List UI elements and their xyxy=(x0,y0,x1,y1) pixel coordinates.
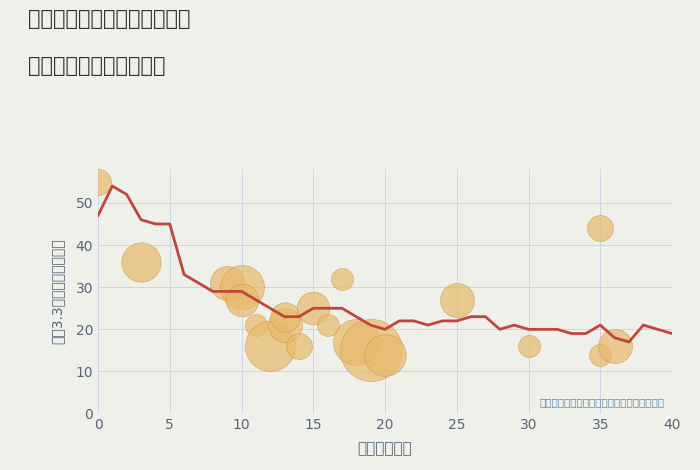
Point xyxy=(595,351,606,358)
Text: 千葉県山武郡横芝光町母子の: 千葉県山武郡横芝光町母子の xyxy=(28,9,190,30)
Point xyxy=(322,321,333,329)
Y-axis label: 坪（3.3㎡）単価（万円）: 坪（3.3㎡）単価（万円） xyxy=(50,239,64,344)
Text: 円の大きさは、取引のあった物件面積を示す: 円の大きさは、取引のあった物件面積を示す xyxy=(540,397,665,407)
Point xyxy=(265,343,276,350)
Point xyxy=(308,305,319,312)
Point xyxy=(222,279,233,287)
Text: 築年数別中古戸建て価格: 築年数別中古戸建て価格 xyxy=(28,56,165,77)
Point xyxy=(236,283,247,291)
Point xyxy=(351,338,362,346)
Point xyxy=(523,343,534,350)
X-axis label: 築年数（年）: 築年数（年） xyxy=(358,441,412,456)
Point xyxy=(365,347,377,354)
Point xyxy=(379,351,391,358)
Point xyxy=(251,321,262,329)
Point xyxy=(337,275,348,282)
Point xyxy=(609,343,620,350)
Point xyxy=(293,343,304,350)
Point xyxy=(136,258,147,266)
Point xyxy=(595,225,606,232)
Point xyxy=(279,321,290,329)
Point xyxy=(279,313,290,321)
Point xyxy=(452,296,463,304)
Point xyxy=(236,296,247,304)
Point xyxy=(92,178,104,186)
